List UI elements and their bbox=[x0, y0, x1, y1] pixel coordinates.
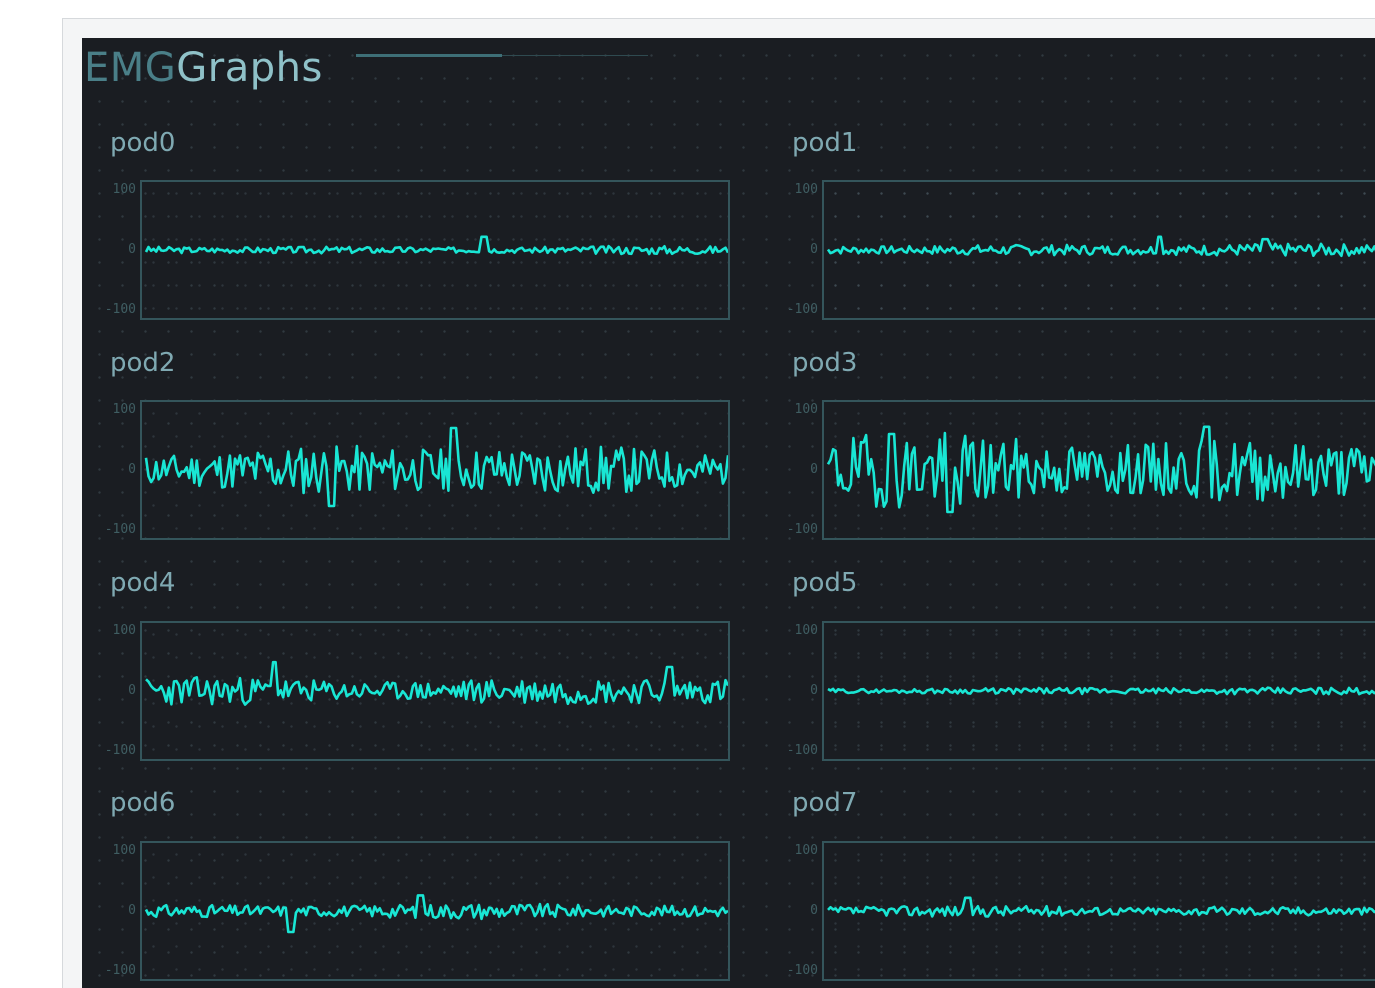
emg-signal-line-pod5 bbox=[827, 686, 1375, 696]
emg-signal-chart bbox=[145, 660, 728, 706]
emg-signal-line-pod4 bbox=[145, 660, 728, 706]
emg-plot-pod7 bbox=[822, 841, 1375, 981]
emg-plot-pod5 bbox=[822, 621, 1375, 761]
emg-signal-line-pod6 bbox=[144, 894, 728, 934]
emg-plot-pod4 bbox=[140, 621, 730, 761]
emg-signal-line-pod7 bbox=[827, 896, 1375, 918]
pod-label-4: pod4 bbox=[110, 568, 176, 598]
emg-signal-line-pod3 bbox=[826, 425, 1375, 514]
title-underline bbox=[356, 54, 648, 58]
pod-label-2: pod2 bbox=[110, 348, 176, 378]
emg-graphs-panel: EMGGraphs pod0 100 0 -100 pod1 100 0 -100 pod2 10… bbox=[82, 38, 1375, 988]
emg-signal-chart bbox=[827, 686, 1375, 696]
y-tick-label: 100 bbox=[794, 623, 818, 638]
emg-signal-chart bbox=[144, 894, 728, 934]
y-tick-label: 0 bbox=[128, 462, 136, 477]
y-tick-label: 0 bbox=[810, 242, 818, 257]
emg-signal-line-pod0 bbox=[144, 235, 728, 256]
y-tick-label: -100 bbox=[786, 522, 818, 537]
emg-signal-line-pod2 bbox=[144, 426, 728, 508]
y-tick-label: -100 bbox=[104, 743, 136, 758]
y-tick-label: 100 bbox=[794, 182, 818, 197]
panel-title: EMGGraphs bbox=[84, 42, 323, 94]
y-tick-label: -100 bbox=[786, 963, 818, 978]
y-tick-label: 100 bbox=[794, 843, 818, 858]
emg-signal-chart bbox=[827, 896, 1375, 918]
pod-label-5: pod5 bbox=[792, 568, 858, 598]
y-tick-label: -100 bbox=[786, 302, 818, 317]
emg-plot-pod1 bbox=[822, 180, 1375, 320]
y-tick-label: -100 bbox=[104, 522, 136, 537]
y-tick-label: -100 bbox=[104, 963, 136, 978]
y-tick-label: 100 bbox=[112, 623, 136, 638]
emg-plot-pod3 bbox=[822, 400, 1375, 540]
y-tick-label: 100 bbox=[112, 182, 136, 197]
y-tick-label: 0 bbox=[810, 903, 818, 918]
title-emg: EMG bbox=[84, 45, 177, 91]
emg-signal-line-pod1 bbox=[826, 235, 1375, 258]
pod-label-1: pod1 bbox=[792, 128, 858, 158]
pod-label-7: pod7 bbox=[792, 788, 858, 818]
emg-plot-pod6 bbox=[140, 841, 730, 981]
title-graphs: Graphs bbox=[176, 45, 323, 91]
emg-plot-pod0 bbox=[140, 180, 730, 320]
pod-label-0: pod0 bbox=[110, 128, 176, 158]
emg-signal-chart bbox=[826, 425, 1375, 514]
y-tick-label: 0 bbox=[128, 903, 136, 918]
emg-signal-chart bbox=[826, 235, 1375, 258]
y-tick-label: -100 bbox=[786, 743, 818, 758]
y-tick-label: 100 bbox=[112, 843, 136, 858]
y-tick-label: -100 bbox=[104, 302, 136, 317]
pod-label-6: pod6 bbox=[110, 788, 176, 818]
emg-signal-chart bbox=[144, 426, 728, 508]
y-tick-label: 100 bbox=[112, 402, 136, 417]
emg-plot-pod2 bbox=[140, 400, 730, 540]
emg-signal-chart bbox=[144, 235, 728, 256]
y-tick-label: 0 bbox=[810, 462, 818, 477]
y-tick-label: 0 bbox=[128, 683, 136, 698]
y-tick-label: 100 bbox=[794, 402, 818, 417]
pod-label-3: pod3 bbox=[792, 348, 858, 378]
y-tick-label: 0 bbox=[128, 242, 136, 257]
y-tick-label: 0 bbox=[810, 683, 818, 698]
